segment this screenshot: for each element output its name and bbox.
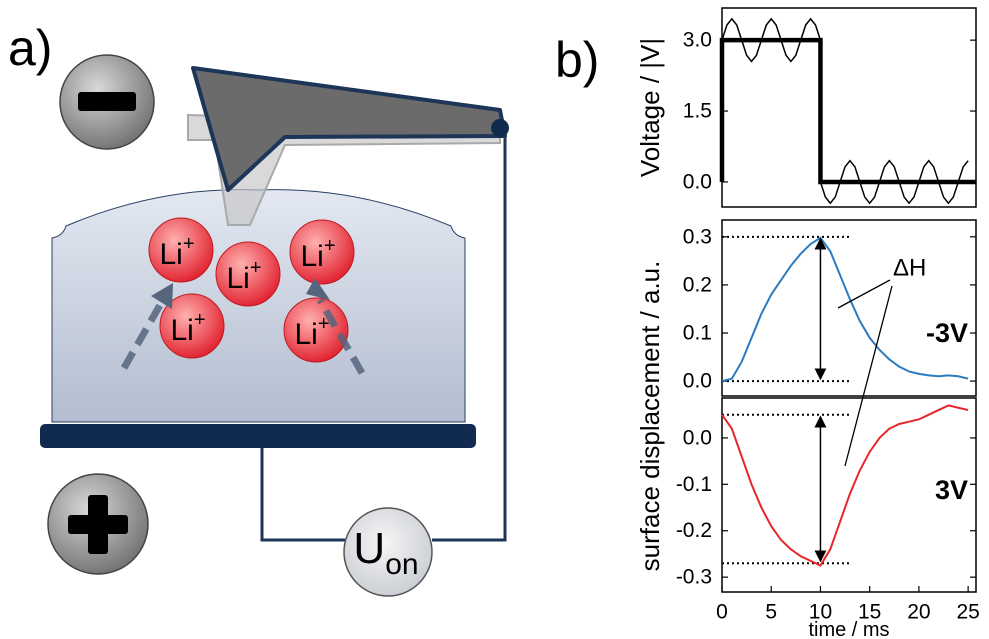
- series-line: [722, 405, 968, 565]
- ion-symbol: Li: [300, 240, 323, 273]
- series-line: [722, 238, 968, 381]
- series-line: [722, 40, 976, 182]
- bottom-electrode: [40, 424, 476, 448]
- ion-symbol: Li: [294, 318, 317, 351]
- cantilever: [193, 68, 505, 190]
- y-axis-title: Voltage / |V|: [635, 38, 665, 177]
- y-tick-label: 0.1: [683, 322, 712, 345]
- series-label: -3V: [926, 318, 968, 348]
- voltage-source: Uon: [344, 508, 432, 596]
- y-tick-label: 3.0: [683, 29, 712, 52]
- ion-charge: +: [183, 233, 195, 255]
- x-tick-label: 20: [907, 601, 930, 624]
- annotation-leader: [838, 280, 890, 308]
- ion-symbol: Li: [170, 314, 193, 347]
- plot-frame: [722, 8, 976, 207]
- y-tick-label: 0.0: [683, 370, 712, 393]
- ion-charge: +: [250, 257, 262, 279]
- annotation-leader: [845, 286, 892, 466]
- ion-charge: +: [194, 309, 206, 331]
- x-tick-label: 5: [765, 601, 777, 624]
- electrode-minus: [60, 55, 154, 149]
- pivot: [491, 119, 509, 137]
- y-tick-label: -0.1: [676, 473, 712, 496]
- source-subscript: on: [385, 548, 418, 581]
- x-axis-title: time / ms: [808, 619, 889, 639]
- ion-symbol: Li: [226, 262, 249, 295]
- plot-frame: [722, 220, 976, 396]
- series-label: 3V: [935, 475, 968, 505]
- y-tick-label: 0.3: [683, 225, 712, 248]
- y-tick-label: 0.0: [683, 426, 712, 449]
- y-tick-label: -0.3: [676, 566, 712, 589]
- series-line: [722, 19, 968, 203]
- y-tick-label: -0.2: [676, 519, 712, 542]
- panel-label: b): [555, 32, 599, 88]
- y-tick-label: 0.2: [683, 273, 712, 296]
- x-tick-label: 0: [716, 601, 728, 624]
- source-symbol: U: [353, 524, 385, 573]
- electrode-plus: [48, 474, 148, 574]
- x-tick-label: 25: [956, 601, 979, 624]
- ion-symbol: Li: [159, 238, 182, 271]
- y-axis-title: surface displacement / a.u.: [635, 261, 665, 572]
- annotation: ΔH: [893, 255, 926, 282]
- figure: a) b) Li+ Li+ Li+ Li+ Li+ Uon 0.01.53.0V…: [0, 0, 989, 639]
- panel-label: a): [8, 20, 52, 76]
- y-tick-label: 0.0: [683, 170, 712, 193]
- electrolyte: [52, 190, 465, 422]
- y-tick-label: 1.5: [683, 100, 712, 123]
- ion-charge: +: [324, 235, 336, 257]
